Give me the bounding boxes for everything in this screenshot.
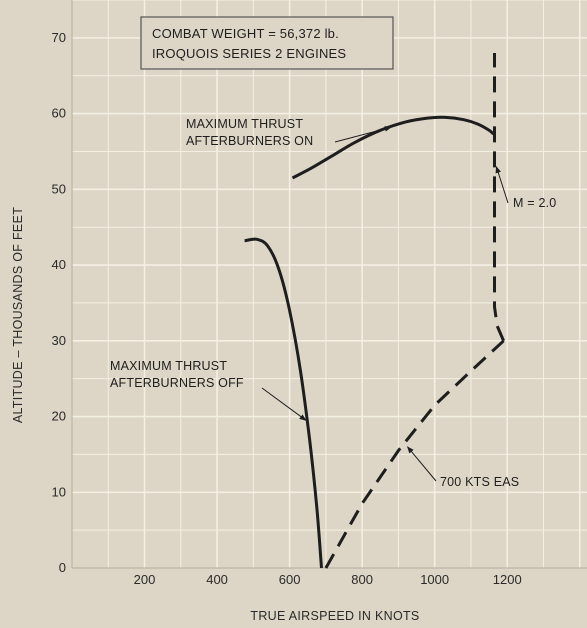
afterburners-off-label-line-2: AFTERBURNERS OFF	[110, 376, 244, 390]
y-tick-labels: 0 10 20 30 40 50 60 70	[52, 30, 66, 575]
info-box-frame	[140, 16, 394, 70]
info-box: COMBAT WEIGHT = 56,372 lb. IROQUOIS SERI…	[140, 16, 394, 70]
x-tick-label: 800	[351, 572, 373, 587]
info-box-line-2: IROQUOIS SERIES 2 ENGINES	[152, 46, 346, 61]
mach-2-label-line-1: M = 2.0	[513, 196, 556, 210]
afterburners-off-label-line-1: MAXIMUM THRUST	[110, 359, 227, 373]
afterburners-off-leader-arrow	[261, 387, 307, 421]
x-tick-label: 1000	[420, 572, 449, 587]
series-group	[244, 53, 505, 569]
afterburners-on-label-line-1: MAXIMUM THRUST	[186, 117, 303, 131]
eas-700-leader-arrow	[407, 446, 437, 482]
x-tick-label: 200	[134, 572, 156, 587]
y-tick-label: 0	[59, 560, 66, 575]
x-axis-title: TRUE AIRSPEED IN KNOTS	[250, 609, 419, 623]
eas-700-label-line-1: 700 KTS EAS	[440, 475, 519, 489]
eas-700-dashed-line	[324, 339, 505, 569]
y-tick-label: 70	[52, 30, 66, 45]
afterburners-on-curve	[291, 115, 495, 180]
y-tick-label: 20	[52, 409, 66, 424]
afterburners-on-label-line-2: AFTERBURNERS ON	[186, 134, 313, 148]
x-tick-label: 400	[206, 572, 228, 587]
info-box-line-1: COMBAT WEIGHT = 56,372 lb.	[152, 26, 339, 41]
mach-2-leader-arrow	[495, 165, 509, 204]
y-tick-label: 50	[52, 181, 66, 196]
mach-2-dashed-line	[493, 53, 505, 342]
x-tick-label: 600	[279, 572, 301, 587]
x-tick-label: 1200	[493, 572, 522, 587]
y-tick-label: 40	[52, 257, 66, 272]
afterburners-on-leader-arrow	[334, 126, 392, 143]
y-tick-label: 60	[52, 106, 66, 121]
y-axis-title: ALTITUDE – THOUSANDS OF FEET	[11, 207, 25, 423]
annotation-group: MAXIMUM THRUST AFTERBURNERS ON MAXIMUM THR…	[110, 117, 556, 489]
y-tick-label: 10	[52, 484, 66, 499]
x-tick-labels: 200 400 600 800 1000 1200	[134, 572, 522, 587]
y-tick-label: 30	[52, 333, 66, 348]
grid	[71, 0, 587, 569]
afterburners-off-curve	[244, 237, 323, 569]
